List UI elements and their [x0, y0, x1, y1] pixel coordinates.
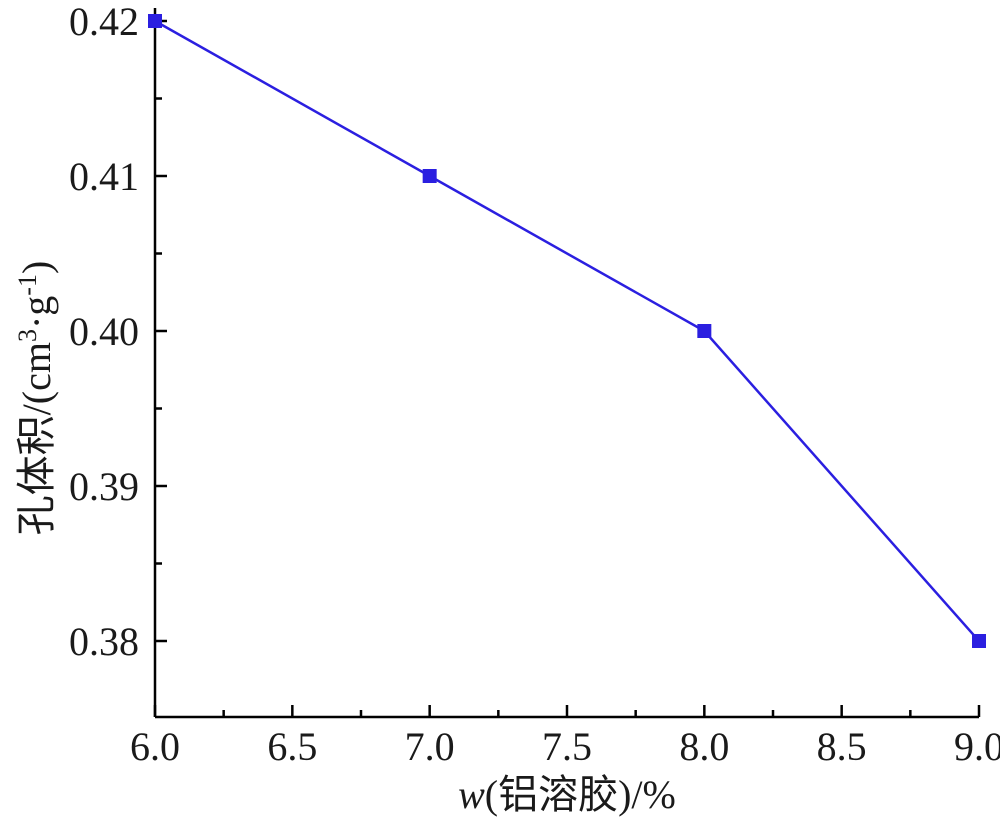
data-point — [972, 634, 986, 648]
x-tick-label: 7.0 — [405, 724, 455, 769]
x-tick-label: 7.5 — [542, 724, 592, 769]
y-axis-title-mid: ·g — [14, 296, 59, 329]
y-tick-label: 0.40 — [69, 309, 139, 354]
y-axis-title-end: ) — [14, 261, 59, 274]
x-tick-label: 8.0 — [679, 724, 729, 769]
y-tick-label: 0.38 — [69, 619, 139, 664]
y-axis-title-main: 孔体积/(cm — [14, 342, 59, 535]
x-tick-label: 6.0 — [130, 724, 180, 769]
x-axis-title: w(铝溶胶)/% — [458, 772, 676, 817]
data-point — [148, 14, 162, 28]
x-axis-title-rest: (铝溶胶)/% — [485, 772, 676, 817]
series-line — [154, 19, 980, 642]
data-point — [422, 169, 437, 183]
tick-labels: 6.0 6.5 7.0 7.5 8.0 8.5 9.0 0.38 0.39 0.40 0.41 0.4… — [69, 0, 1000, 769]
x-tick-label: 8.5 — [817, 724, 867, 769]
y-axis-title-sup2: -1 — [13, 274, 42, 296]
data-point — [697, 324, 712, 338]
x-tick-label: 9.0 — [954, 724, 1000, 769]
y-tick-label: 0.41 — [69, 154, 139, 199]
axes — [153, 8, 979, 719]
series-group — [148, 14, 986, 648]
ticks — [153, 19, 981, 717]
y-axis-title-sup1: 3 — [13, 329, 42, 342]
y-axis-title: 孔体积/(cm3·g-1) — [13, 261, 60, 536]
y-tick-label: 0.42 — [69, 0, 139, 44]
y-tick-label: 0.39 — [69, 464, 139, 509]
x-tick-label: 6.5 — [267, 724, 317, 769]
x-axis-title-var: w — [458, 772, 485, 817]
